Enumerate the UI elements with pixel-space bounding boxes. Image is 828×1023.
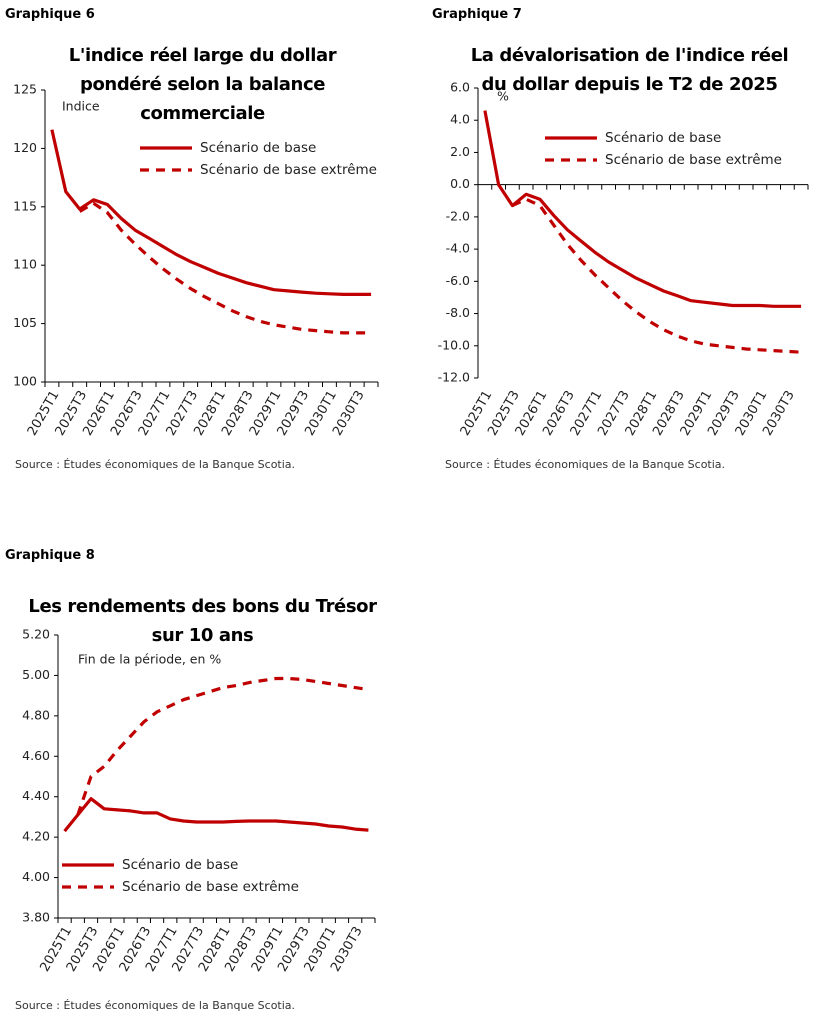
y-tick-label: -8.0 [446, 305, 470, 320]
series-line [50, 129, 372, 296]
series-line [483, 110, 802, 308]
series-line [511, 197, 802, 354]
legend-label: Scénario de base extrême [605, 152, 782, 168]
chart-heading: Graphique 7 [432, 7, 522, 22]
chart-source: Source : Études économiques de la Banque… [15, 458, 296, 471]
y-tick-label: 4.40 [22, 788, 50, 803]
series-line [76, 676, 369, 816]
unit-label: Fin de la période, en % [78, 652, 221, 667]
legend-label: Scénario de base extrême [122, 879, 299, 895]
y-tick-label: 125 [13, 82, 37, 97]
y-tick-label: 4.80 [22, 707, 50, 722]
y-tick-label: 4.00 [22, 869, 50, 884]
legend-label: Scénario de base [605, 130, 721, 146]
y-tick-label: -2.0 [446, 208, 470, 223]
legend-label: Scénario de base [122, 857, 238, 873]
y-tick-label: 5.20 [22, 627, 50, 642]
y-tick-label: -6.0 [446, 273, 470, 288]
series-line [78, 201, 372, 335]
chart-source: Source : Études économiques de la Banque… [445, 458, 726, 471]
y-tick-label: -12.0 [438, 370, 470, 385]
chart-title: La dévalorisation de l'indice réel du do… [470, 45, 789, 95]
y-tick-label: 115 [13, 198, 37, 213]
y-tick-label: 3.80 [22, 910, 50, 925]
chart-title: L'indice réel large du dollar pondéré se… [68, 45, 337, 124]
y-tick-label: 2.0 [450, 144, 470, 159]
chart-source: Source : Études économiques de la Banque… [15, 999, 296, 1012]
unit-label: Indice [62, 99, 100, 114]
y-tick-label: 4.0 [450, 112, 470, 127]
y-tick-label: -10.0 [438, 337, 470, 352]
series-line [63, 797, 369, 833]
chart-title: Les rendements des bons du Trésor sur 10… [28, 596, 377, 646]
y-tick-label: 120 [13, 140, 37, 155]
unit-label: % [497, 89, 509, 104]
legend-label: Scénario de base extrême [200, 162, 377, 178]
y-tick-label: 6.0 [450, 80, 470, 95]
y-tick-label: 0.0 [450, 176, 470, 191]
y-tick-label: 4.20 [22, 829, 50, 844]
y-tick-label: 105 [13, 315, 37, 330]
y-tick-label: 110 [13, 257, 37, 272]
chart-heading: Graphique 8 [5, 548, 95, 563]
legend-label: Scénario de base [200, 140, 316, 156]
y-tick-label: 5.00 [22, 667, 50, 682]
y-tick-label: 100 [13, 374, 37, 389]
y-tick-label: -4.0 [446, 241, 470, 256]
y-tick-label: 4.60 [22, 748, 50, 763]
chart-heading: Graphique 6 [5, 7, 95, 22]
